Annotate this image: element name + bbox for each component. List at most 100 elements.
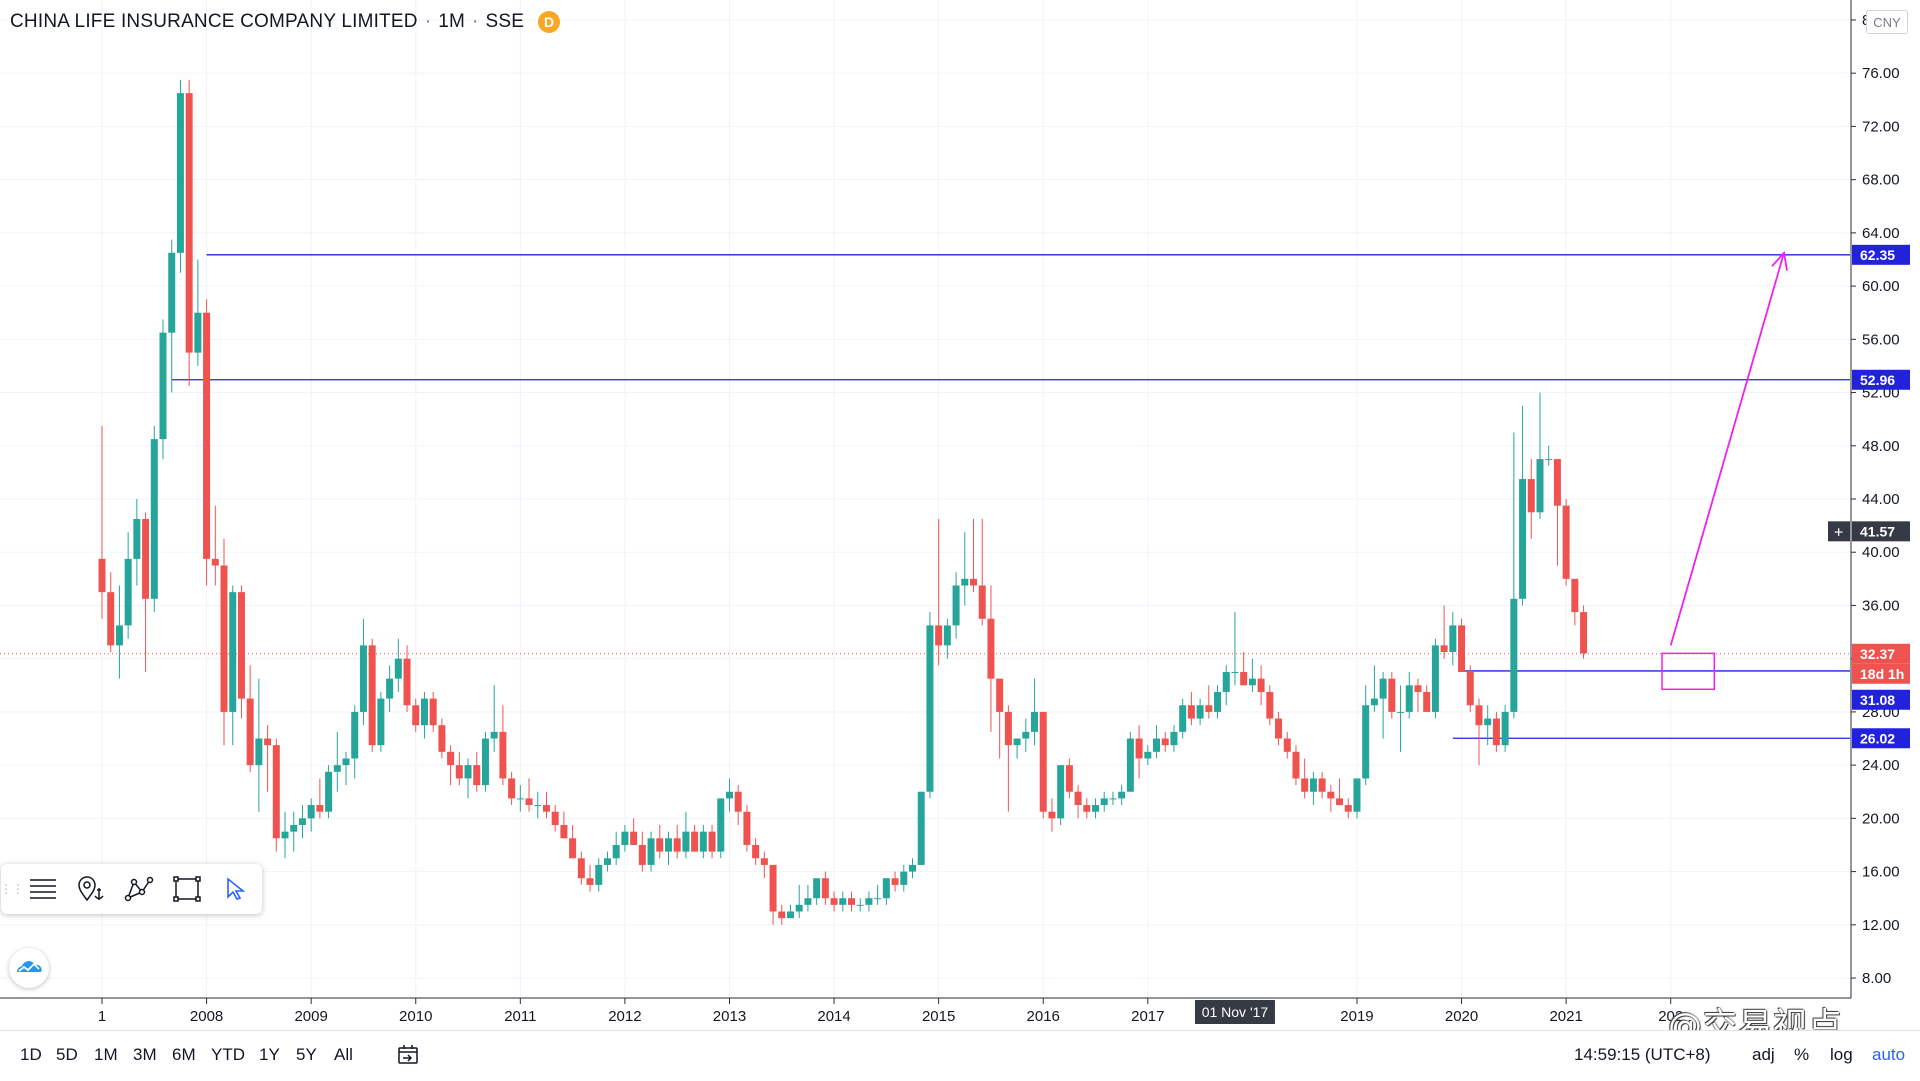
target-box (1661, 652, 1716, 691)
candle (970, 518, 978, 593)
range-1y-button[interactable]: 1Y (259, 1045, 280, 1064)
candle (1118, 785, 1126, 806)
candle (708, 825, 716, 859)
range-ytd-button[interactable]: YTD (211, 1045, 245, 1064)
candle-body (168, 252, 176, 333)
candle-body (1580, 612, 1588, 654)
candle (394, 638, 402, 692)
candle-body (455, 765, 463, 779)
price-tick-label: 60.00 (1862, 278, 1900, 295)
candle-body (1161, 738, 1169, 746)
candle (246, 665, 254, 772)
auto-toggle[interactable]: auto (1872, 1045, 1906, 1064)
price-tick-label: 16.00 (1862, 864, 1900, 881)
candle-body (237, 592, 245, 699)
candle (1031, 678, 1039, 746)
time-tick-label: 2019 (1340, 1008, 1373, 1025)
candle-body (1144, 751, 1152, 759)
candle-body (952, 585, 960, 626)
candle (909, 858, 917, 879)
candle-body (1536, 459, 1544, 513)
candle-body (508, 778, 516, 799)
candle (1440, 605, 1448, 659)
candle (830, 891, 838, 912)
lines-tool-icon[interactable] (19, 867, 67, 911)
candle-body (272, 745, 280, 839)
candle (1161, 731, 1169, 752)
candle (1370, 665, 1378, 712)
candle (847, 891, 855, 912)
candle-body (211, 558, 219, 566)
time-tick-label: 2017 (1131, 1008, 1164, 1025)
candle-body (673, 838, 681, 852)
rectangle-tool-icon[interactable] (163, 867, 211, 911)
candle-body (891, 878, 899, 885)
candle-body (1126, 738, 1134, 792)
candle-body (909, 864, 917, 872)
candle (664, 831, 672, 865)
candle-body (1187, 705, 1195, 719)
candle (1039, 711, 1047, 819)
percent-toggle[interactable]: % (1794, 1045, 1810, 1064)
log-toggle[interactable]: log (1830, 1045, 1853, 1064)
candle (917, 791, 925, 865)
candle (1553, 459, 1561, 566)
price-tick-label: 48.00 (1862, 438, 1900, 455)
candle-body (351, 711, 359, 759)
candle (1144, 745, 1152, 766)
candle (203, 299, 211, 586)
adj-toggle[interactable]: adj (1752, 1045, 1775, 1064)
range-all-button[interactable]: All (334, 1045, 353, 1064)
crosshair-date-label: 01 Nov '17 (1202, 1004, 1269, 1020)
pattern-tool-icon[interactable] (115, 867, 163, 911)
candle (560, 811, 568, 839)
symbol-title[interactable]: CHINA LIFE INSURANCE COMPANY LIMITED · 1… (10, 10, 561, 34)
range-5y-button[interactable]: 5Y (296, 1045, 317, 1064)
candle (926, 612, 934, 799)
range-3m-button[interactable]: 3M (133, 1045, 157, 1064)
currency-button[interactable]: CNY (1866, 10, 1908, 34)
candle (1423, 685, 1431, 712)
go-to-date-icon[interactable] (396, 1043, 420, 1067)
time-tick-label: 2011 (504, 1008, 536, 1025)
cursor-icon[interactable] (211, 867, 259, 911)
range-1d-button[interactable]: 1D (20, 1045, 42, 1064)
tradingview-logo-icon[interactable] (9, 948, 49, 988)
candle-body (1205, 705, 1213, 712)
range-1m-button[interactable]: 1M (94, 1045, 118, 1064)
candle-body (255, 738, 263, 766)
candle-body (386, 678, 394, 699)
candle (176, 79, 184, 273)
candle (577, 851, 585, 885)
time-tick-label: 1 (98, 1008, 106, 1025)
candle (1527, 459, 1535, 539)
grip-icon[interactable]: ⋮⋮ (0, 882, 24, 896)
candle-body (647, 838, 655, 865)
axes: 80.0076.0072.0068.0064.0060.0056.0052.00… (0, 0, 1920, 1030)
candle (656, 825, 664, 859)
candle-body (1519, 479, 1527, 599)
candle (1153, 725, 1161, 759)
range-5d-button[interactable]: 5D (56, 1045, 78, 1064)
candle-body (1440, 645, 1448, 653)
candle (1100, 791, 1108, 812)
price-axis-bg (1850, 0, 1920, 1030)
candle-body (516, 798, 524, 800)
price-label-bg (1852, 728, 1910, 749)
candle (900, 864, 908, 892)
range-6m-button[interactable]: 6M (172, 1045, 196, 1064)
clock-label[interactable]: 14:59:15 (UTC+8) (1574, 1045, 1711, 1064)
candle (403, 645, 411, 712)
price-label-level: 52.96 (1852, 369, 1910, 390)
price-label-bg (1852, 689, 1910, 710)
price-tick-label: 76.00 (1862, 65, 1900, 82)
candle (359, 618, 367, 726)
candle (595, 858, 603, 892)
arrow-line (1669, 252, 1785, 646)
anchored-pin-icon[interactable] (67, 867, 115, 911)
price-chart[interactable]: 80.0076.0072.0068.0064.0060.0056.0052.00… (0, 0, 1920, 1030)
candle-body (595, 864, 603, 885)
candle (438, 718, 446, 759)
candle-body (490, 731, 498, 739)
candle (1379, 671, 1387, 739)
